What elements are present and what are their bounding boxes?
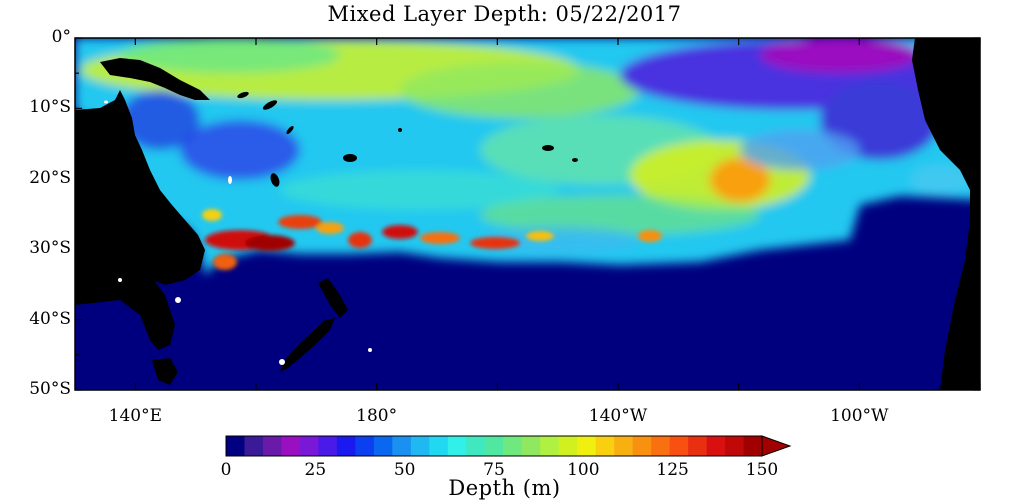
colorbar-tick-label: 150	[745, 460, 779, 480]
colorbar-swatch	[632, 436, 652, 456]
colorbar-swatch	[595, 436, 615, 456]
colorbar-swatch	[336, 436, 356, 456]
land-masses	[75, 38, 980, 390]
small-islands	[237, 91, 578, 187]
colorbar-swatch	[318, 436, 338, 456]
lat-label: 50°S	[29, 379, 71, 399]
colorbar-swatch	[558, 436, 578, 456]
colorbar-swatch	[244, 436, 264, 456]
land-south-america	[912, 38, 980, 390]
axis-ticks	[75, 37, 981, 391]
colorbar-swatch	[540, 436, 559, 456]
colorbar-swatch	[466, 436, 486, 456]
colorbar-swatch	[503, 436, 523, 456]
colorbar-tick-label: 100	[567, 460, 600, 480]
colorbar-swatch	[392, 436, 412, 456]
lon-label: 140°E	[108, 406, 162, 426]
lat-label: 10°S	[29, 97, 71, 118]
lat-label: 20°S	[29, 167, 71, 188]
lat-label: 30°S	[29, 238, 71, 259]
map-plot-area	[75, 38, 980, 390]
colorbar-swatch	[669, 436, 689, 456]
land-new-zealand-south	[280, 318, 335, 372]
colorbar-swatch	[521, 436, 541, 456]
colorbar-swatch	[447, 436, 467, 456]
colorbar-tick-label: 25	[304, 460, 327, 480]
colorbar-swatch	[373, 436, 393, 456]
colorbar-swatch	[262, 436, 282, 456]
mld-field	[75, 38, 980, 275]
deep-mld-patches	[202, 209, 662, 270]
land-new-guinea	[100, 58, 210, 100]
colorbar-tick-label: 125	[656, 460, 689, 480]
lon-label: 100°W	[830, 406, 889, 426]
land-australia	[75, 90, 205, 285]
lat-label: 40°S	[29, 308, 71, 329]
colorbar-swatch	[299, 436, 319, 456]
land-tasmania	[152, 358, 178, 385]
land-new-zealand-north	[318, 278, 348, 318]
colorbar-frame	[225, 435, 763, 457]
lon-label: 180°	[356, 406, 398, 426]
colorbar	[225, 435, 792, 457]
colorbar-tick-label: 75	[483, 460, 505, 480]
colorbar-swatch	[410, 436, 430, 456]
land-australia-south	[75, 258, 175, 350]
colorbar-swatch	[226, 436, 245, 456]
colorbar-swatch	[355, 436, 375, 456]
colorbar-tick-label: 50	[393, 460, 416, 480]
colorbar-swatch	[429, 436, 449, 456]
colorbar-swatch	[743, 436, 763, 456]
colorbar-swatch	[577, 436, 596, 456]
colorbar-swatch	[706, 436, 726, 456]
colorbar-swatch	[688, 436, 707, 456]
colorbar-swatch	[651, 436, 670, 456]
colorbar-swatch	[725, 436, 744, 456]
colorbar-swatch	[484, 436, 504, 456]
colorbar-extend-arrow	[761, 435, 792, 457]
lon-label: 140°W	[588, 406, 648, 426]
colorbar-swatch	[614, 436, 633, 456]
no-data-specks	[104, 100, 372, 365]
colorbar-title: Depth (m)	[448, 476, 561, 500]
colorbar-swatch	[281, 436, 301, 456]
colorbar-tick-label: 0	[220, 460, 232, 480]
lat-label: 0°	[51, 27, 71, 47]
map-title: Mixed Layer Depth: 05/22/2017	[327, 2, 682, 26]
